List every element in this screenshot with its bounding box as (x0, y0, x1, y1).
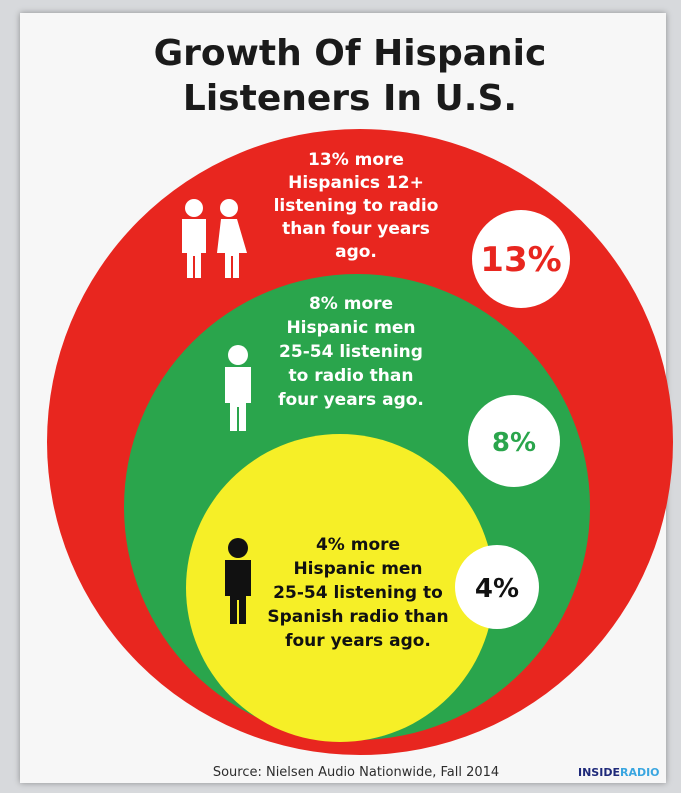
outer-text-line-1: 13% more (308, 150, 404, 170)
logo-part-1: INSIDE (578, 766, 620, 779)
inner-text-line-5: four years ago. (285, 631, 431, 651)
middle-badge-value: 8% (492, 428, 536, 458)
outer-badge-value: 13% (480, 240, 561, 280)
logo-part-2: RADIO (620, 766, 660, 779)
source-note: Source: Nielsen Audio Nationwide, Fall 2… (213, 765, 499, 780)
inner-badge-circle (455, 545, 539, 629)
inner-text-line-4: Spanish radio than (267, 607, 448, 627)
inner-text-line-3: 25-54 listening to (273, 583, 443, 603)
middle-text-line-2: Hispanic men (286, 318, 415, 338)
outer-text-line-3: listening to radio (274, 196, 439, 216)
inner-text-line-1: 4% more (316, 535, 400, 555)
title-line-1: Growth Of Hispanic (154, 33, 547, 74)
middle-badge-circle (468, 395, 560, 487)
middle-text-line-1: 8% more (309, 294, 393, 314)
inner-text-line-2: Hispanic men (293, 559, 422, 579)
outer-badge-circle (472, 210, 570, 308)
title-line-2: Listeners In U.S. (183, 78, 517, 119)
middle-text-line-3: 25-54 listening (279, 342, 423, 362)
outer-text-line-5: ago. (335, 242, 377, 262)
logo: INSIDERADIO (578, 766, 660, 779)
outer-text-line-4: than four years (282, 219, 430, 239)
middle-text-line-5: four years ago. (278, 390, 424, 410)
inner-ring-circle (186, 434, 494, 742)
man-icon (225, 538, 251, 624)
middle-text-line-4: to radio than (289, 366, 414, 386)
outer-text-line-2: Hispanics 12+ (288, 173, 424, 193)
man-and-woman-icon (182, 199, 247, 278)
inner-badge-value: 4% (475, 574, 519, 604)
man-icon (225, 345, 251, 431)
